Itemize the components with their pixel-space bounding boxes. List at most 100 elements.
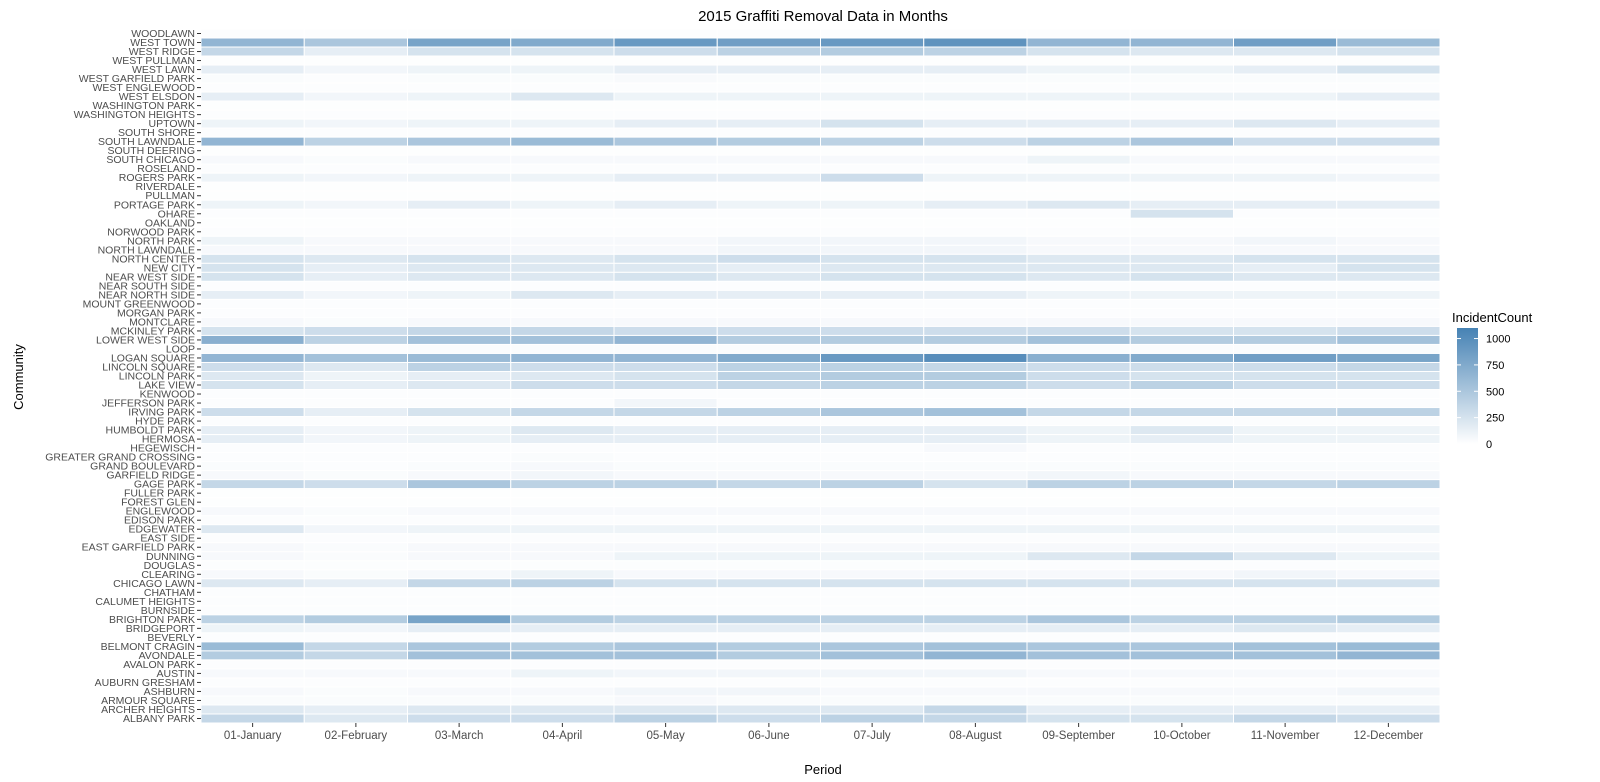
- heatmap-cell: [510, 82, 615, 93]
- heatmap-cell: [716, 605, 821, 616]
- heatmap-cell: [1336, 244, 1441, 255]
- heatmap-cell: [1233, 307, 1338, 318]
- heatmap-cell: [716, 704, 821, 715]
- heatmap-cell: [303, 370, 408, 382]
- heatmap-cell: [1026, 551, 1131, 562]
- heatmap-cell: [1026, 614, 1131, 625]
- heatmap-cell: [510, 398, 615, 409]
- heatmap-cell: [716, 298, 821, 309]
- heatmap-cell: [1026, 253, 1131, 264]
- heatmap-cell: [820, 416, 925, 427]
- heatmap-cell: [407, 244, 512, 255]
- heatmap-cell: [303, 325, 408, 336]
- heatmap-cell: [820, 434, 925, 445]
- heatmap-cell: [820, 596, 925, 607]
- heatmap-cell: [303, 82, 408, 93]
- heatmap-cell: [613, 190, 718, 201]
- heatmap-cell: [303, 461, 408, 472]
- heatmap-cell: [716, 677, 821, 688]
- heatmap-cell: [820, 515, 925, 526]
- heatmap-cell: [1233, 127, 1338, 138]
- heatmap-cell: [1233, 623, 1338, 634]
- heatmap-cell: [510, 298, 615, 309]
- heatmap-cell: [820, 668, 925, 679]
- heatmap-cell: [1233, 217, 1338, 228]
- heatmap-cell: [1336, 632, 1441, 643]
- heatmap-cell: [1026, 704, 1131, 715]
- heatmap-cell: [1233, 479, 1338, 490]
- heatmap-cell: [820, 578, 925, 589]
- heatmap-cell: [923, 244, 1028, 255]
- heatmap-cell: [923, 343, 1028, 354]
- heatmap-cell: [1129, 343, 1234, 354]
- heatmap-cell: [820, 118, 925, 129]
- heatmap-cell: [1129, 235, 1234, 246]
- heatmap-cell: [200, 452, 305, 463]
- heatmap-cell: [303, 352, 408, 363]
- heatmap-cell: [1336, 73, 1441, 84]
- heatmap-cell: [303, 434, 408, 445]
- x-tick-label: 07-July: [854, 730, 891, 742]
- heatmap-cell: [1336, 199, 1441, 210]
- heatmap-cell: [200, 704, 305, 715]
- heatmap-cell: [613, 542, 718, 553]
- heatmap-cell: [303, 271, 408, 282]
- heatmap-cell: [510, 217, 615, 228]
- heatmap-cell: [820, 37, 925, 48]
- heatmap-cell: [303, 163, 408, 174]
- heatmap-cell: [303, 659, 408, 670]
- heatmap-cell: [923, 389, 1028, 400]
- heatmap-cell: [1233, 181, 1338, 192]
- heatmap-cell: [303, 28, 408, 39]
- heatmap-cell: [510, 551, 615, 562]
- heatmap-cell: [1129, 659, 1234, 670]
- heatmap-cell: [1233, 452, 1338, 463]
- heatmap-cell: [407, 91, 512, 102]
- heatmap-cell: [1233, 154, 1338, 165]
- heatmap-cell: [613, 560, 718, 571]
- heatmap-cell: [613, 605, 718, 616]
- heatmap-cell: [923, 118, 1028, 129]
- y-tick-label: HEGEWISCH: [130, 443, 195, 455]
- heatmap-cell: [303, 578, 408, 589]
- heatmap-cell: [1129, 262, 1234, 273]
- heatmap-cell: [1129, 596, 1234, 607]
- heatmap-cell: [613, 470, 718, 481]
- heatmap-cell: [510, 488, 615, 499]
- heatmap-cell: [1129, 370, 1234, 382]
- heatmap-cell: [1233, 271, 1338, 282]
- heatmap-cell: [1233, 641, 1338, 652]
- heatmap-cell: [1026, 280, 1131, 291]
- heatmap-cell: [1026, 352, 1131, 363]
- heatmap-cell: [510, 470, 615, 481]
- heatmap-cell: [1233, 37, 1338, 48]
- heatmap-cell: [716, 271, 821, 282]
- y-tick-label: AUBURN GRESHAM: [95, 677, 195, 689]
- heatmap-cell: [200, 217, 305, 228]
- x-tick-label: 09-September: [1042, 730, 1115, 742]
- heatmap-cell: [1336, 542, 1441, 553]
- heatmap-cell: [200, 614, 305, 625]
- heatmap-cell: [613, 343, 718, 354]
- heatmap-cell: [510, 542, 615, 553]
- heatmap-cell: [1026, 659, 1131, 670]
- heatmap-cell: [303, 596, 408, 607]
- heatmap-cell: [1129, 515, 1234, 526]
- heatmap-cell: [1233, 614, 1338, 625]
- heatmap-cell: [820, 91, 925, 102]
- heatmap-cell: [510, 380, 615, 391]
- x-tick-label: 06-June: [748, 730, 790, 742]
- heatmap-cell: [923, 479, 1028, 490]
- heatmap-cell: [1336, 434, 1441, 445]
- heatmap-cell: [1129, 190, 1234, 201]
- heatmap-cell: [510, 145, 615, 156]
- heatmap-cell: [407, 316, 512, 327]
- heatmap-cell: [303, 289, 408, 300]
- y-tick-label: ROGERS PARK: [119, 172, 195, 184]
- heatmap-cell: [1336, 325, 1441, 336]
- heatmap-cell: [820, 163, 925, 174]
- heatmap-cell: [613, 551, 718, 562]
- heatmap-cell: [1026, 343, 1131, 354]
- heatmap-cell: [820, 208, 925, 219]
- heatmap-cell: [820, 605, 925, 616]
